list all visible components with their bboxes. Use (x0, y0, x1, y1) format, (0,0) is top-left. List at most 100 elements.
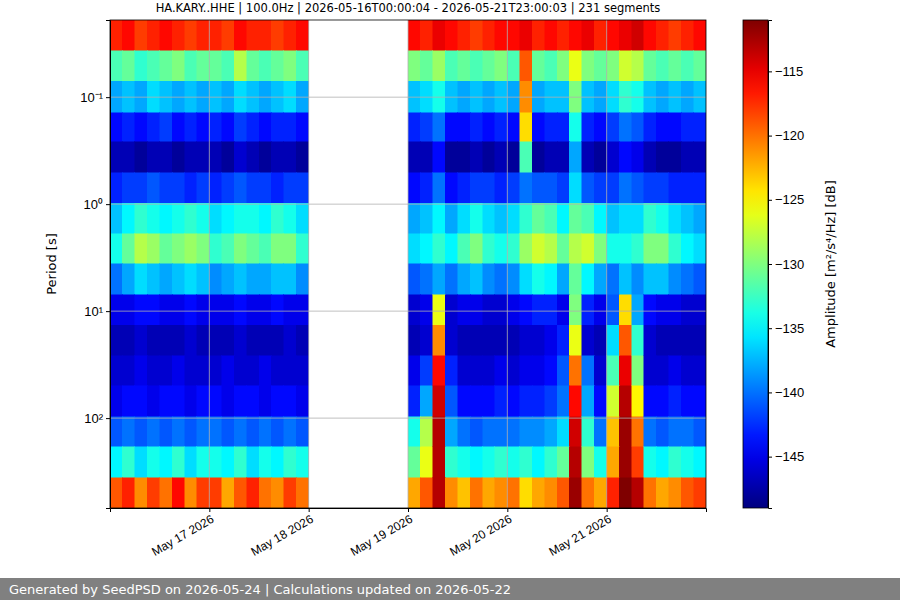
cell (222, 417, 234, 447)
cell (296, 264, 308, 295)
cell (135, 203, 147, 234)
cell (632, 356, 644, 386)
cell (234, 356, 246, 386)
cell (569, 203, 581, 234)
cell (147, 20, 159, 51)
cell (135, 295, 147, 326)
cell (147, 173, 159, 203)
y-tick: 10² (84, 411, 110, 426)
cell (284, 234, 296, 264)
tick-label: −135 (775, 321, 804, 336)
cell (632, 295, 644, 326)
cell (470, 417, 482, 447)
cell (694, 51, 706, 81)
cell (545, 478, 557, 508)
cell (420, 325, 432, 355)
cell (483, 417, 495, 447)
cell (160, 325, 172, 355)
cell (147, 295, 159, 326)
colorbar-axis: −145−140−135−130−125−120−115 (768, 21, 804, 509)
cell (209, 386, 221, 417)
cell (271, 264, 283, 295)
cell (532, 295, 544, 326)
cell (247, 295, 259, 326)
cell (545, 113, 557, 142)
cell (284, 142, 296, 173)
cell (197, 386, 209, 417)
cell (284, 386, 296, 417)
cell (110, 203, 122, 234)
cell (607, 203, 619, 234)
cell (135, 478, 147, 508)
cell (470, 113, 482, 142)
heatmap-cells (110, 20, 706, 508)
cell (420, 295, 432, 326)
cell (470, 295, 482, 326)
cell (433, 20, 445, 51)
cell (507, 417, 519, 447)
cell (296, 20, 308, 51)
tick-mark (408, 508, 409, 512)
cell (557, 203, 569, 234)
cell (122, 325, 134, 355)
cell (222, 234, 234, 264)
cell (507, 447, 519, 478)
cell (420, 142, 432, 173)
colorbar-tick: −115 (768, 64, 803, 79)
cell (247, 264, 259, 295)
cell (644, 20, 656, 51)
cell (247, 386, 259, 417)
cell (607, 234, 619, 264)
cell (110, 447, 122, 478)
cell (433, 356, 445, 386)
cell (483, 295, 495, 326)
cell (681, 356, 693, 386)
cell (619, 417, 631, 447)
cell (557, 356, 569, 386)
cell (271, 20, 283, 51)
cell (495, 51, 507, 81)
cell (445, 325, 457, 355)
cell (619, 478, 631, 508)
cell (147, 386, 159, 417)
tick-label: 10² (84, 411, 103, 426)
cell (594, 356, 606, 386)
cell (495, 478, 507, 508)
cell (458, 386, 470, 417)
cell (160, 51, 172, 81)
cell (247, 447, 259, 478)
cell (656, 295, 668, 326)
cell (197, 264, 209, 295)
cell (532, 325, 544, 355)
cell (185, 173, 197, 203)
cell (197, 20, 209, 51)
cell (408, 386, 420, 417)
cell (545, 203, 557, 234)
cell (433, 264, 445, 295)
colorbar (743, 20, 768, 508)
cell (507, 203, 519, 234)
cell (669, 51, 681, 81)
cell (557, 142, 569, 173)
cell (557, 113, 569, 142)
cell (271, 478, 283, 508)
cell (234, 234, 246, 264)
cell (507, 20, 519, 51)
cell (607, 20, 619, 51)
cell (607, 295, 619, 326)
cell (619, 234, 631, 264)
tick-mark (209, 508, 210, 512)
cell (284, 478, 296, 508)
cell (582, 386, 594, 417)
cell (296, 295, 308, 326)
cell (197, 356, 209, 386)
cell (445, 264, 457, 295)
cell (433, 234, 445, 264)
cell (669, 447, 681, 478)
cell (557, 295, 569, 326)
cell (185, 447, 197, 478)
cell (247, 325, 259, 355)
tick-label: May 19 2026 (348, 512, 415, 559)
cell (632, 386, 644, 417)
cell (656, 356, 668, 386)
